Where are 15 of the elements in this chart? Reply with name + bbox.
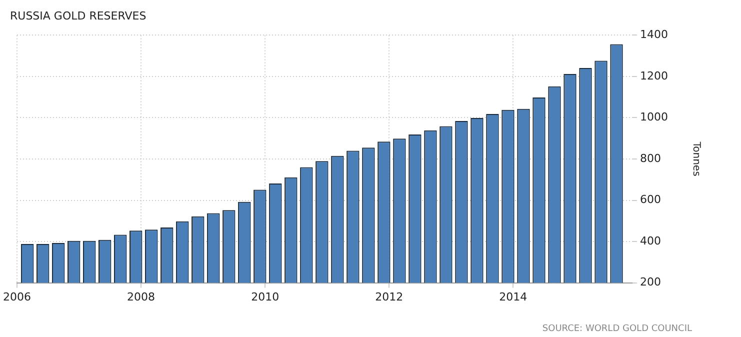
- x-tick-label: 2014: [499, 290, 528, 304]
- y-tick-label: 600: [640, 193, 662, 206]
- x-tick-label: 2008: [127, 290, 156, 304]
- y-axis-title: Tonnes: [690, 140, 702, 176]
- chart-title: RUSSIA GOLD RESERVES: [10, 9, 146, 22]
- source-note: SOURCE: WORLD GOLD COUNCIL: [542, 324, 692, 334]
- y-tick-label: 1400: [640, 28, 668, 42]
- x-tick-label: 2012: [375, 290, 404, 304]
- y-tick-label: 1200: [640, 69, 668, 82]
- x-tick-label: 2006: [2, 290, 31, 304]
- y-tick-label: 400: [640, 234, 662, 248]
- y-tick-label: 1000: [640, 110, 668, 124]
- x-tick-label: 2010: [251, 290, 280, 304]
- y-tick-label: 200: [640, 276, 662, 289]
- y-tick-label: 800: [640, 152, 662, 165]
